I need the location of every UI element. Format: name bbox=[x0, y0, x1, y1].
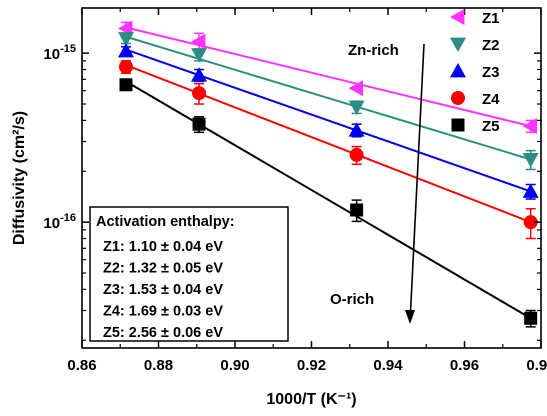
legend-label-z3: Z3 bbox=[482, 64, 500, 81]
annotation-arrow-line bbox=[409, 43, 425, 323]
data-point-z5 bbox=[119, 78, 133, 92]
series-z4 bbox=[118, 59, 538, 240]
series-z1 bbox=[117, 20, 538, 135]
y-axis-title: Diffusivity (cm²/s) bbox=[11, 111, 28, 245]
data-point-z3 bbox=[522, 183, 539, 198]
zn-rich-label: Zn-rich bbox=[348, 42, 399, 59]
legend-marker-z3 bbox=[450, 63, 466, 78]
data-point-z1 bbox=[191, 33, 206, 50]
fit-line-z3 bbox=[125, 48, 532, 193]
data-point-z3 bbox=[117, 42, 134, 58]
legend-marker-z1 bbox=[450, 9, 465, 25]
legend-marker-z2 bbox=[450, 37, 466, 52]
data-point-z3 bbox=[191, 67, 208, 82]
x-tick-label: 0.88 bbox=[144, 357, 173, 374]
activation-enthalpy-line: Z4: 1.69 ± 0.03 eV bbox=[103, 304, 223, 320]
data-point-z4 bbox=[523, 215, 538, 230]
activation-enthalpy-title: Activation enthalpy: bbox=[96, 214, 235, 230]
x-tick-label: 0.86 bbox=[67, 357, 96, 374]
x-tick-label: 0.98 bbox=[526, 357, 547, 374]
x-tick-label: 0.96 bbox=[450, 357, 479, 374]
fit-line-z2 bbox=[125, 35, 531, 161]
data-point-z4 bbox=[192, 86, 207, 101]
data-point-z5 bbox=[524, 311, 538, 325]
data-point-z1 bbox=[522, 118, 538, 135]
series-z2 bbox=[117, 32, 539, 171]
data-point-z4 bbox=[118, 59, 133, 74]
legend-marker-z5 bbox=[451, 118, 465, 132]
legend-label-z2: Z2 bbox=[482, 37, 500, 54]
activation-enthalpy-line: Z2: 1.32 ± 0.05 eV bbox=[103, 261, 223, 277]
data-point-z2 bbox=[522, 153, 539, 168]
data-point-z5 bbox=[350, 203, 364, 217]
data-point-z2 bbox=[117, 32, 134, 47]
data-point-z2 bbox=[348, 100, 365, 116]
data-point-z2 bbox=[191, 48, 208, 63]
x-tick-label: 0.90 bbox=[220, 357, 249, 374]
annotation-arrow-head bbox=[405, 310, 415, 324]
x-tick-label: 0.94 bbox=[373, 357, 403, 374]
legend-label-z5: Z5 bbox=[482, 118, 500, 135]
series-z3 bbox=[117, 42, 539, 200]
series-z5 bbox=[119, 78, 538, 328]
legend-marker-z4 bbox=[451, 91, 465, 105]
data-point-z5 bbox=[192, 117, 206, 131]
x-axis-title: 1000/T (K⁻¹) bbox=[266, 391, 356, 408]
data-point-z3 bbox=[348, 122, 365, 137]
activation-enthalpy-box bbox=[89, 206, 289, 342]
legend-label-z4: Z4 bbox=[482, 91, 500, 108]
x-tick-label: 0.92 bbox=[297, 357, 326, 374]
fit-line-z1 bbox=[125, 26, 531, 128]
activation-enthalpy-line: Z5: 2.56 ± 0.06 eV bbox=[103, 325, 223, 341]
activation-enthalpy-line: Z1: 1.10 ± 0.04 eV bbox=[103, 239, 223, 255]
y-tick-label: 10-15 bbox=[43, 43, 76, 63]
data-point-z1 bbox=[348, 80, 364, 97]
legend-label-z1: Z1 bbox=[482, 10, 500, 27]
data-point-z4 bbox=[349, 147, 364, 162]
activation-enthalpy-line: Z3: 1.53 ± 0.04 eV bbox=[103, 282, 223, 298]
y-tick-label: 10-16 bbox=[43, 212, 76, 232]
o-rich-label: O-rich bbox=[330, 291, 374, 308]
